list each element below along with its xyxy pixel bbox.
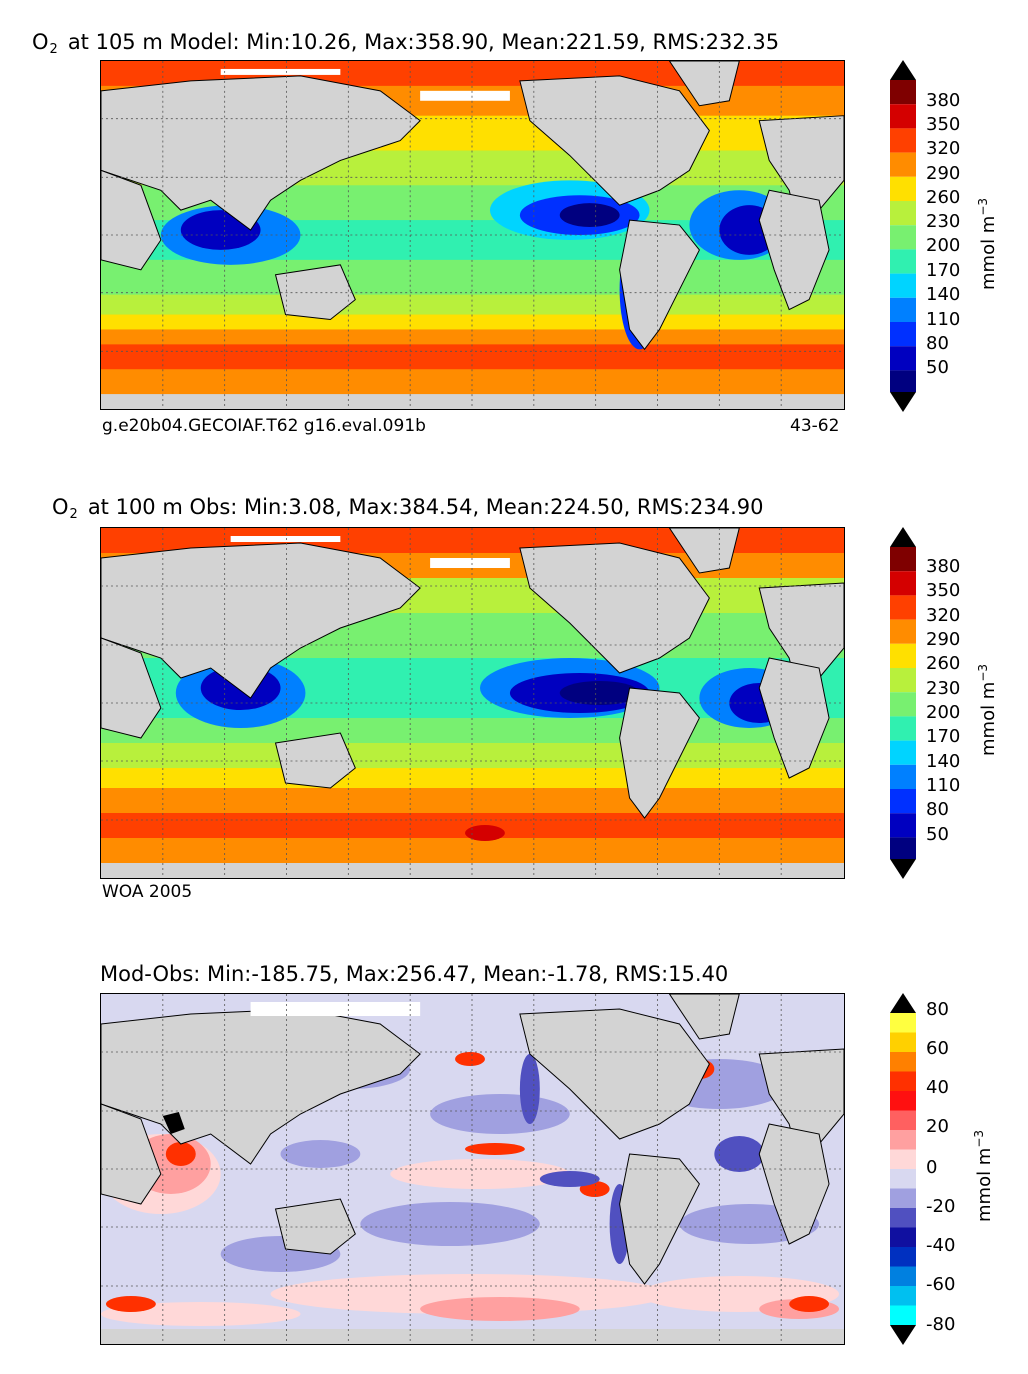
panel1-tick-2: 320 [926,138,961,159]
panel1-unit-label: mmol m−3 [976,198,999,290]
panel1-tick-11: 50 [926,357,949,378]
panel1-tick-9: 110 [926,309,961,330]
panel1-tick-6: 200 [926,235,961,256]
panel1-unit-sup: −3 [976,197,990,216]
panel2-tick-11: 50 [926,824,949,845]
panel3-tick-2: 40 [926,1077,949,1098]
panel3-colorbar [890,993,916,1345]
panel1-title-sub: 2 [49,42,58,57]
panel3-tick-3: 20 [926,1116,949,1137]
panel1-unit-text: mmol m [978,215,999,290]
panel2-tick-3: 290 [926,629,961,650]
panel2-tick-6: 200 [926,702,961,723]
panel2-colorbar-svg [890,527,916,879]
panel2-tick-1: 350 [926,580,961,601]
panel2-tick-8: 140 [926,751,961,772]
panel1-tick-8: 140 [926,284,961,305]
panel1-tick-1: 350 [926,114,961,135]
panel3-unit-label: mmol m−3 [972,1130,995,1222]
panel2-colorbar [890,527,916,879]
panel1-tick-3: 290 [926,163,961,184]
panel1-tick-4: 260 [926,187,961,208]
panel1-colorbar [890,60,916,412]
panel2-tick-5: 230 [926,678,961,699]
panel1-caption-right: 43-62 [790,416,840,436]
panel1-tick-7: 170 [926,260,961,281]
panel2-tick-7: 170 [926,726,961,747]
panel1-tick-0: 380 [926,90,961,111]
panel3-tick-6: -40 [926,1235,956,1256]
panel1-colorbar-svg [890,60,916,412]
panel2-caption-left: WOA 2005 [102,882,193,902]
panel2-tick-2: 320 [926,605,961,626]
panel3-tick-4: 0 [926,1157,938,1178]
panel2-unit-text: mmol m [978,681,999,756]
panel2-unit-sup: −3 [976,663,990,682]
panel1-map [100,60,845,410]
panel3-tick-5: -20 [926,1196,956,1217]
panel2-tick-4: 260 [926,653,961,674]
panel2-tick-0: 380 [926,556,961,577]
panel2-unit-label: mmol m−3 [976,664,999,756]
panel3-tick-0: 80 [926,999,949,1020]
panel1-tick-5: 230 [926,211,961,232]
panel3-title: Mod-Obs: Min:-185.75, Max:256.47, Mean:-… [100,962,728,986]
panel3-unit-sup: −3 [972,1129,986,1148]
panel2-title-sub: 2 [69,507,78,522]
panel1-title: O2 at 105 m Model: Min:10.26, Max:358.90,… [32,30,779,62]
panel2-title: O2 at 100 m Obs: Min:3.08, Max:384.54, Me… [52,495,764,527]
panel3-title-rest: Mod-Obs: Min:-185.75, Max:256.47, Mean:-… [100,962,729,986]
panel1-title-prefix: O [32,30,49,54]
panel2-title-rest: at 100 m Obs: Min:3.08, Max:384.54, Mean… [87,495,764,519]
panel1-caption-left: g.e20b04.GECOIAF.T62 g16.eval.091b [102,416,426,436]
panel1-title-rest: at 105 m Model: Min:10.26, Max:358.90, M… [67,30,780,54]
panel1-map-svg [101,61,844,409]
panel3-colorbar-svg [890,993,916,1345]
panel2-map [100,527,845,879]
panel2-map-svg [101,528,844,878]
panel3-map [100,993,845,1345]
panel2-tick-9: 110 [926,775,961,796]
panel1-tick-10: 80 [926,333,949,354]
panel2-title-prefix: O [52,495,69,519]
panel2-tick-10: 80 [926,799,949,820]
panel3-unit-text: mmol m [974,1147,995,1222]
panel3-tick-8: -80 [926,1314,956,1335]
panel3-map-svg [101,994,844,1344]
panel3-tick-7: -60 [926,1274,956,1295]
panel3-tick-1: 60 [926,1038,949,1059]
